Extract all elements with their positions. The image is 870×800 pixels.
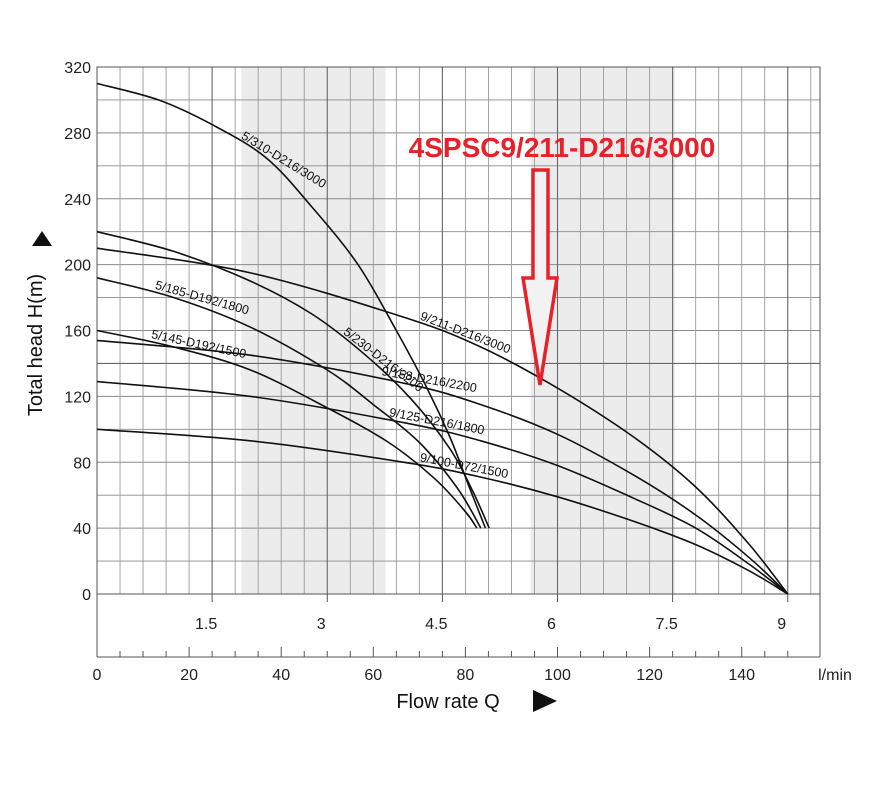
curve-9-100-d72-1500 <box>96 428 789 595</box>
curve-9-158-d216-2200 <box>96 339 789 595</box>
x-axis-arrow-icon <box>533 690 557 712</box>
y-axis-title: Total head H(m) <box>25 274 47 416</box>
y-axis-arrow-icon <box>32 231 52 246</box>
lpm-tick-label: 100 <box>544 667 571 684</box>
highlight-arrow-icon <box>520 168 560 386</box>
curve-5-310-d216-3000 <box>96 82 487 529</box>
lpm-tick-label: 80 <box>457 667 475 684</box>
curve-5-185-d192-1800 <box>96 277 482 529</box>
y-tick-label: 200 <box>64 258 91 275</box>
flow-tick-label: 9 <box>777 616 786 633</box>
lpm-tick-label: 120 <box>636 667 663 684</box>
y-tick-label: 160 <box>64 324 91 341</box>
curve-9-125-d216-1800 <box>96 380 789 595</box>
y-tick-label: 0 <box>82 587 91 604</box>
flow-tick-label: 1.5 <box>195 616 217 633</box>
lpm-tick-label: l/min <box>818 667 852 684</box>
pump-curves <box>96 82 789 595</box>
y-tick-label: 80 <box>73 455 91 472</box>
tick-labels: 0 40 80 120 160 200 240 280 320 1.5 3 4.5 6 7.5 9 0 20 40… <box>64 60 852 684</box>
highlight-model-title: 4SPSC9/211-D216/3000 <box>409 132 716 163</box>
lpm-tick-label: 0 <box>93 667 102 684</box>
flow-tick-label: 4.5 <box>425 616 447 633</box>
x-axis-title: Flow rate Q <box>396 691 499 713</box>
lpm-tick-label: 40 <box>272 667 290 684</box>
curve-5-230-d216-2200 <box>96 230 490 529</box>
flow-tick-label: 6 <box>547 616 556 633</box>
y-tick-label: 40 <box>73 521 91 538</box>
lpm-tick-label: 20 <box>180 667 198 684</box>
flow-tick-label: 7.5 <box>656 616 678 633</box>
y-tick-label: 240 <box>64 192 91 209</box>
lpm-tick-label: 140 <box>728 667 755 684</box>
y-tick-label: 280 <box>64 126 91 143</box>
flow-tick-label: 3 <box>317 616 326 633</box>
curve-label-9-158-d216-2200: 9/158-D216/2200 <box>380 364 478 395</box>
y-tick-label: 320 <box>64 60 91 77</box>
curve-9-211-d216-3000 <box>96 247 789 595</box>
y-tick-label: 120 <box>64 389 91 406</box>
lpm-tick-label: 60 <box>364 667 382 684</box>
